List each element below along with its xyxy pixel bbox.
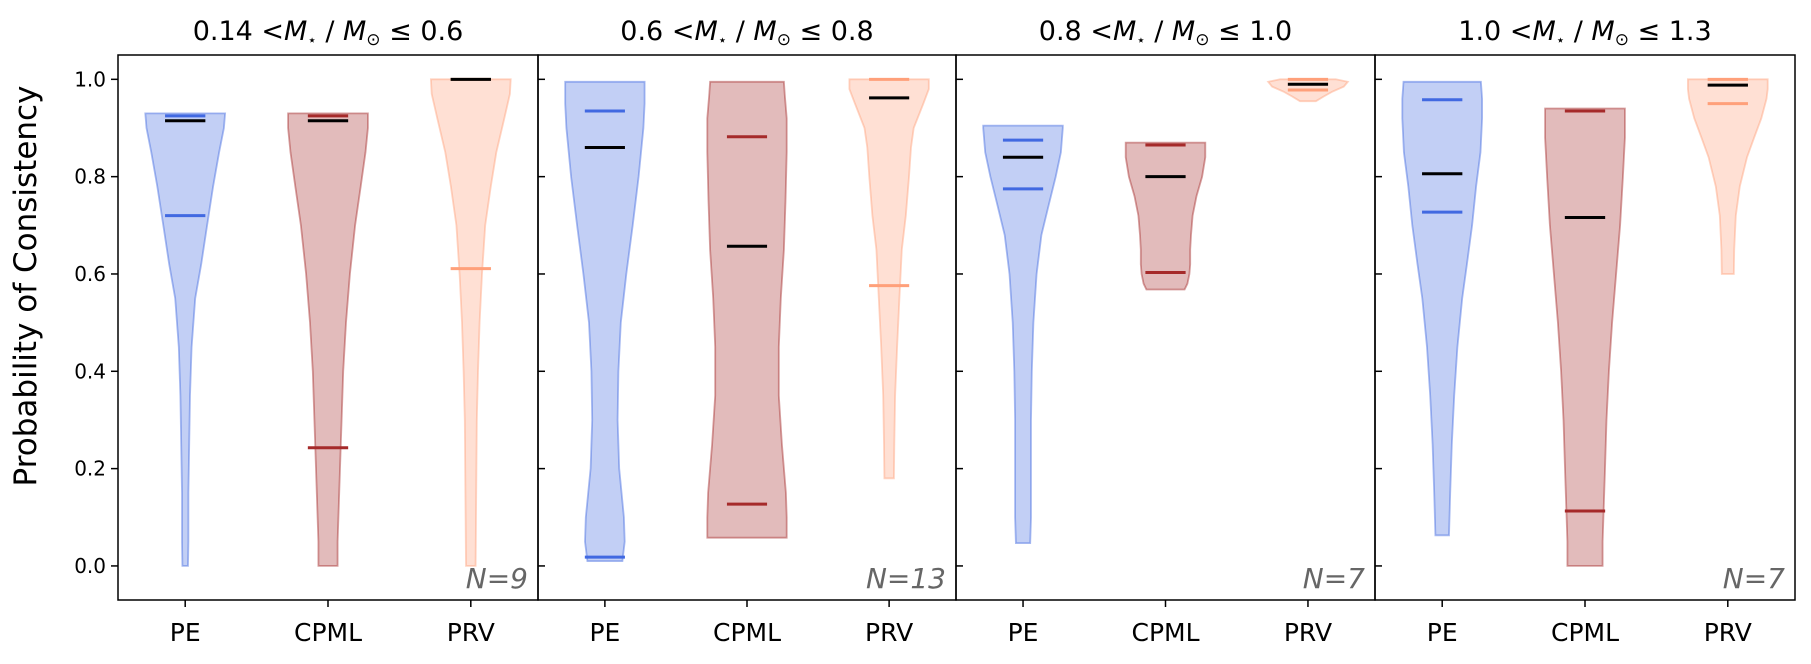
violin-cpml: [1124, 141, 1207, 291]
violin-pe: [144, 112, 227, 567]
violin-pe: [1401, 80, 1483, 537]
x-tick-label: PRV: [447, 618, 495, 647]
sample-size-label: N=7: [1723, 562, 1785, 595]
x-tick-label: CPML: [294, 618, 362, 647]
x-tick-label: PE: [589, 618, 620, 647]
sample-size-label: N=7: [1303, 562, 1365, 595]
sample-size-label: N=13: [866, 562, 946, 595]
x-tick-label: PRV: [1284, 618, 1332, 647]
panel-1: 0.0 0.2 0.4 0.6 0.8 1.0 0.14 <M⋆ / M⊙ ≤ 0.6 PE C…: [74, 16, 539, 647]
panel-4: 1.0 <M⋆ / M⊙ ≤ 1.3 PE CPML PRV N=7: [1374, 16, 1796, 647]
y-tick-label: 1.0: [74, 67, 106, 91]
y-tick-label: 0.6: [74, 262, 106, 286]
panel-title: 0.8 <M⋆ / M⊙ ≤ 1.0: [1039, 16, 1292, 50]
violin-cpml: [287, 112, 369, 567]
panel-3: 0.8 <M⋆ / M⊙ ≤ 1.0 PE CPML PRV N=7: [955, 16, 1376, 647]
violin-prv: [1687, 78, 1769, 275]
y-axis-label: Probability of Consistency: [8, 86, 44, 487]
x-tick-label: CPML: [1131, 618, 1199, 647]
y-tick-label: 0.2: [74, 457, 106, 481]
y-tick-label: 0.0: [74, 554, 106, 578]
panel-title: 1.0 <M⋆ / M⊙ ≤ 1.3: [1458, 16, 1711, 50]
x-tick-label: PRV: [1704, 618, 1752, 647]
x-tick-label: PRV: [865, 618, 913, 647]
panels-layer: 0.0 0.2 0.4 0.6 0.8 1.0 0.14 <M⋆ / M⊙ ≤ 0.6 PE C…: [74, 16, 1796, 647]
x-tick-label: CPML: [713, 618, 781, 647]
violin-pe: [564, 80, 646, 562]
violin-cpml: [1544, 107, 1626, 567]
panel-2: 0.6 <M⋆ / M⊙ ≤ 0.8 PE CPML PRV N=13: [537, 16, 957, 647]
x-tick-label: PE: [170, 618, 201, 647]
panel-title: 0.6 <M⋆ / M⊙ ≤ 0.8: [620, 16, 873, 50]
x-tick-label: PE: [1008, 618, 1039, 647]
y-tick-label: 0.8: [74, 165, 106, 189]
violin-cpml: [706, 80, 788, 539]
violin-prv: [848, 78, 930, 480]
y-tick-label: 0.4: [74, 359, 106, 383]
violin-prv: [429, 78, 512, 567]
x-tick-label: CPML: [1551, 618, 1619, 647]
panel-title: 0.14 <M⋆ / M⊙ ≤ 0.6: [193, 16, 464, 50]
violin-pe: [982, 124, 1064, 544]
sample-size-label: N=9: [466, 562, 528, 595]
x-tick-label: PE: [1427, 618, 1458, 647]
